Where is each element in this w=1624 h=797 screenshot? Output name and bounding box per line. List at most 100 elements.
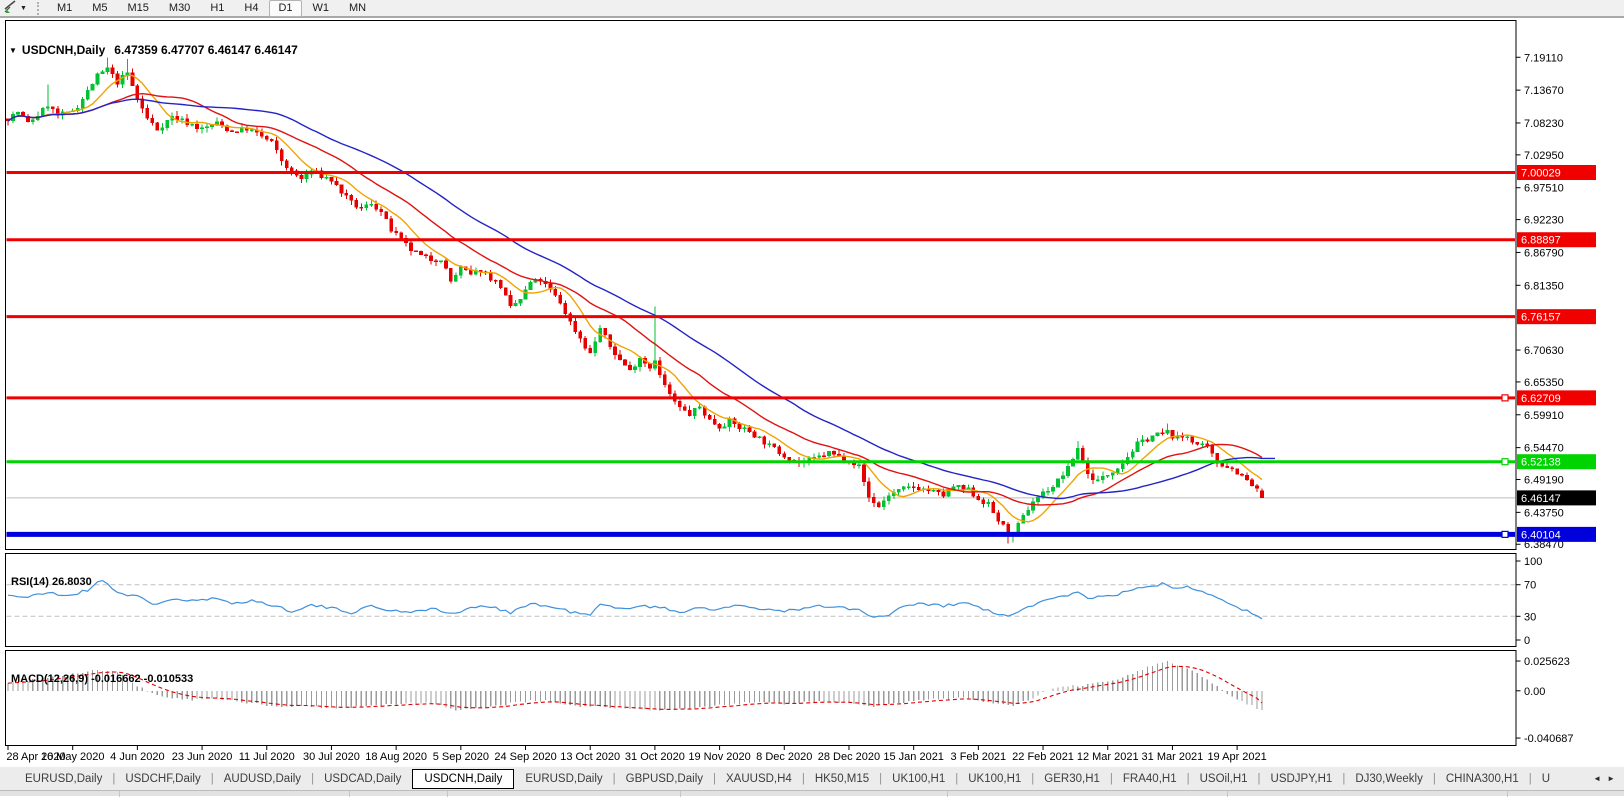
timeframe-button-m15[interactable]: M15 xyxy=(127,1,149,14)
macd-tick-label: 0.025623 xyxy=(1524,656,1570,668)
candle-body xyxy=(329,176,334,182)
bottom-tab-ger30-h1[interactable]: GER30,H1 xyxy=(1044,772,1100,785)
date-tick-label: 22 Feb 2021 xyxy=(1012,751,1074,763)
date-tick-label: 19 Nov 2020 xyxy=(688,751,750,763)
svg-text:6.76157: 6.76157 xyxy=(1521,312,1561,324)
tab-separator: | xyxy=(713,772,716,785)
candle-body xyxy=(200,127,204,130)
candle-body xyxy=(1185,436,1190,438)
bottom-tab-eurusd-daily[interactable]: EURUSD,Daily xyxy=(525,772,603,785)
line-edit-handle[interactable] xyxy=(1501,530,1509,538)
candle-body xyxy=(1100,475,1105,480)
candle-body xyxy=(548,283,553,290)
bottom-tab-usdcad-daily[interactable]: USDCAD,Daily xyxy=(324,772,402,785)
candle-body xyxy=(822,455,826,458)
candle-body xyxy=(1026,510,1030,516)
timeframe-button-d1[interactable]: D1 xyxy=(269,0,302,17)
candle-body xyxy=(210,124,214,127)
rsi-indicator-label: RSI(14) 26.8030 xyxy=(11,576,92,588)
bottom-tab-eurusd-daily[interactable]: EURUSD,Daily xyxy=(25,772,103,785)
candle-body xyxy=(1076,447,1080,460)
status-bar-separator xyxy=(1507,791,1508,797)
candle-body xyxy=(593,341,598,354)
date-tick-label: 31 Oct 2020 xyxy=(625,751,685,763)
timeframe-button-m30[interactable]: M30 xyxy=(168,1,191,14)
bottom-tab-dj30-weekly[interactable]: DJ30,Weekly xyxy=(1355,772,1423,785)
bottom-tab-usoil-h1[interactable]: USOil,H1 xyxy=(1199,772,1248,785)
candle-body xyxy=(364,204,369,209)
chevron-down-icon[interactable]: ▼ xyxy=(20,4,27,12)
price-tick-label: 6.38470 xyxy=(1524,539,1564,551)
bottom-tab-usdcnh-daily[interactable]: USDCNH,Daily xyxy=(412,768,515,789)
svg-text:7.00029: 7.00029 xyxy=(1521,168,1561,180)
bottom-tab-audusd-daily[interactable]: AUDUSD,Daily xyxy=(223,772,302,785)
scroll-right-arrow-icon[interactable]: ► xyxy=(1607,774,1615,783)
price-chart-canvas[interactable]: 7.19110 7.13670 7.08230 7.02950 6.97510 6.922… xyxy=(0,20,1624,766)
candle-body xyxy=(881,500,886,507)
bottom-tab-uk100-h1[interactable]: UK100,H1 xyxy=(968,772,1022,785)
bottom-tab-hk50-m15[interactable]: HK50,M15 xyxy=(814,772,870,785)
candle-body xyxy=(369,203,374,206)
date-tick-label: 12 Mar 2021 xyxy=(1077,751,1139,763)
candle-body xyxy=(752,431,757,438)
candle-body xyxy=(901,486,906,490)
candle-body xyxy=(682,406,687,411)
bottom-tab-gbpusd-daily[interactable]: GBPUSD,Daily xyxy=(625,772,703,785)
candle-body xyxy=(1051,487,1055,492)
timeframe-button-mn[interactable]: MN xyxy=(349,1,367,14)
candle-body xyxy=(110,67,115,74)
candle-body xyxy=(235,131,239,133)
candle-body xyxy=(1021,514,1025,524)
timeframe-button-w1[interactable]: W1 xyxy=(312,1,330,14)
tab-separator: | xyxy=(1257,772,1261,785)
rsi-tick-label: 100 xyxy=(1524,556,1542,568)
candle-body xyxy=(85,89,90,100)
collapse-triangle-icon[interactable]: ▼ xyxy=(9,45,17,55)
bottom-tab-usdchf-daily[interactable]: USDCHF,Daily xyxy=(125,772,201,785)
bottom-tab-china300-h1[interactable]: CHINA300,H1 xyxy=(1445,772,1519,785)
price-tick-label: 6.59910 xyxy=(1524,410,1564,422)
bottom-tab-usdjpy-h1[interactable]: USDJPY,H1 xyxy=(1270,772,1333,785)
candle-body xyxy=(1170,430,1175,439)
price-axis[interactable]: 7.19110 7.13670 7.08230 7.02950 6.97510 6.922… xyxy=(1516,52,1596,551)
bottom-tab-u[interactable]: U xyxy=(1541,772,1551,785)
candle-body xyxy=(414,250,418,253)
candle-body xyxy=(180,118,185,121)
candle-body xyxy=(1140,439,1145,443)
line-edit-handle[interactable] xyxy=(1501,394,1509,402)
date-tick-label: 24 Sep 2020 xyxy=(494,751,556,763)
candle-body xyxy=(115,73,120,85)
price-tick-label: 6.49190 xyxy=(1524,475,1564,487)
candle-body xyxy=(717,424,722,429)
timeframe-button-m5[interactable]: M5 xyxy=(92,1,108,14)
date-tick-label: 28 Dec 2020 xyxy=(818,751,880,763)
bottom-tab-fra40-h1[interactable]: FRA40,H1 xyxy=(1122,772,1177,785)
line-edit-handle[interactable] xyxy=(1501,458,1509,466)
candle-body xyxy=(354,200,359,208)
candle-body xyxy=(1046,491,1050,493)
candle-body xyxy=(712,419,717,425)
candle-body xyxy=(663,374,667,386)
bottom-tab-uk100-h1[interactable]: UK100,H1 xyxy=(892,772,946,785)
candle-body xyxy=(991,502,996,514)
candle-body xyxy=(45,106,50,109)
date-tick-label: 28 Apr 2020 xyxy=(6,751,65,763)
macd-tick-label: 0.00 xyxy=(1524,686,1545,698)
timeframe-button-h1[interactable]: H1 xyxy=(210,1,225,14)
candle-body xyxy=(1145,439,1150,442)
candle-body xyxy=(105,67,110,72)
candle-body xyxy=(553,289,558,296)
tab-separator: | xyxy=(612,772,616,785)
timeframe-button-m1[interactable]: M1 xyxy=(56,1,73,14)
tab-separator: | xyxy=(955,772,959,785)
candle-body xyxy=(827,451,831,457)
candle-body xyxy=(528,281,533,291)
timeframe-button-h4[interactable]: H4 xyxy=(244,1,259,14)
bottom-tab-xauusd-h4[interactable]: XAUUSD,H4 xyxy=(726,772,792,785)
chart-tab-bar: EURUSD,Daily | USDCHF,Daily | AUDUSD,Daily | U… xyxy=(0,766,1624,790)
candle-body xyxy=(976,496,981,501)
chart-shift-icon[interactable] xyxy=(4,0,17,16)
macd-signal-line xyxy=(7,665,1263,710)
scroll-left-arrow-icon[interactable]: ◄ xyxy=(1593,774,1602,783)
